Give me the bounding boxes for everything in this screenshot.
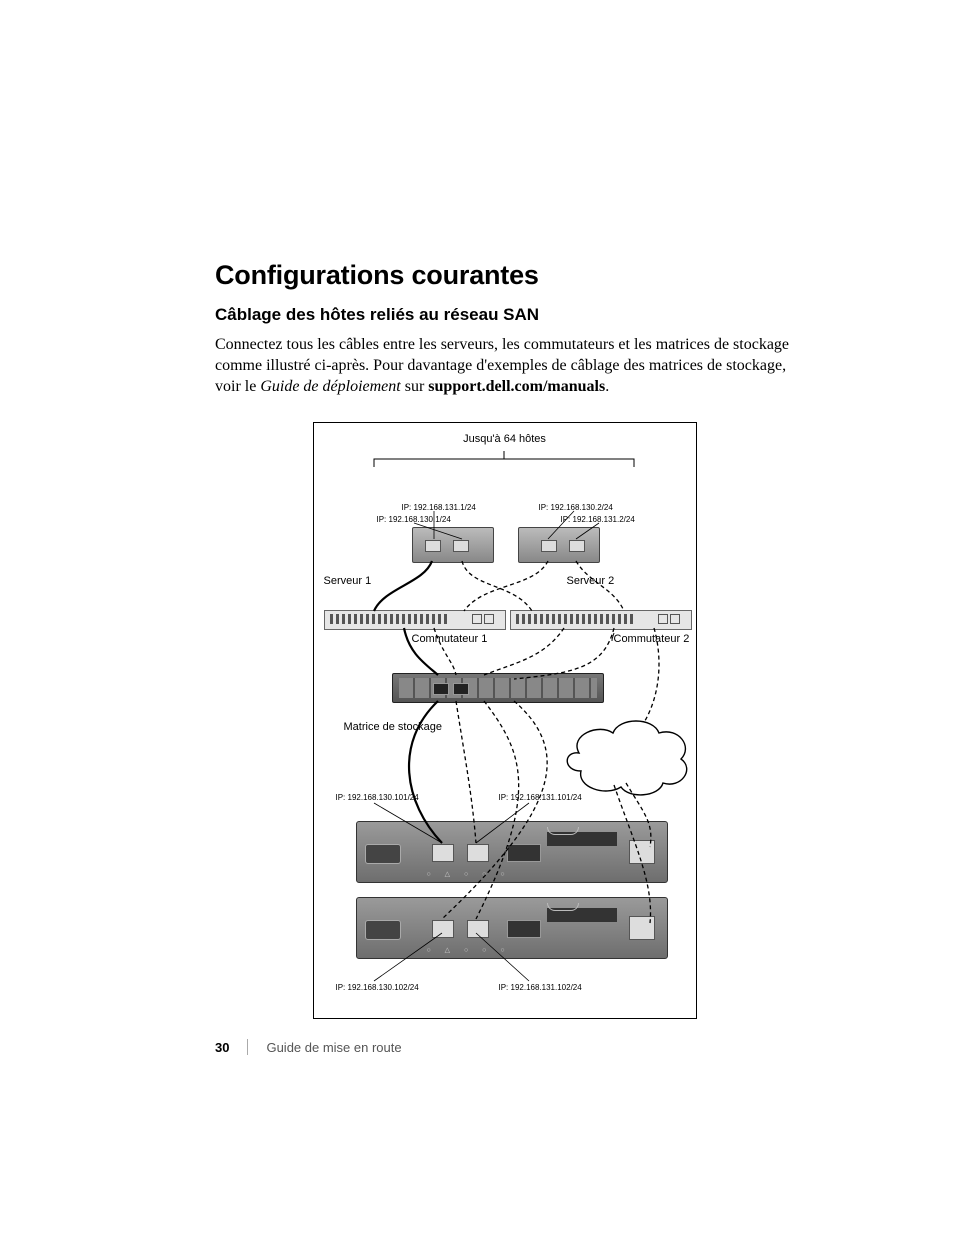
ctrl-bot-ip1: IP: 192.168.130.102/24	[336, 983, 419, 992]
storage-label: Matrice de stockage	[344, 721, 442, 733]
ctrl2-mgmt	[507, 920, 541, 938]
storage-shelf-device	[392, 673, 604, 703]
controller-2-device: ○ △ ○ ○ ○	[356, 897, 668, 959]
ctrl1-mgmt	[507, 844, 541, 862]
paragraph-bold: support.dell.com/manuals	[428, 378, 605, 395]
switch2-ports	[516, 614, 636, 624]
cloud-label-1: Réseau d'entreprise,	[576, 746, 686, 757]
ctrl2-leds: ○ △ ○ ○ ○	[427, 946, 511, 954]
switch2-aux2	[670, 614, 680, 624]
server2-ip1: IP: 192.168.130.2/24	[539, 503, 613, 512]
page-number: 30	[215, 1040, 229, 1055]
ctrl1-sfp-cage	[365, 844, 401, 864]
controller-1-device: ○ △ ○ ○ ○	[356, 821, 668, 883]
ctrl1-leds: ○ △ ○ ○ ○	[427, 870, 511, 878]
switch2-aux1	[658, 614, 668, 624]
paragraph-suffix: .	[605, 378, 609, 395]
paragraph-mid: sur	[401, 378, 429, 395]
server-2-device	[518, 527, 600, 563]
top-hosts-label: Jusqu'à 64 hôtes	[314, 433, 696, 445]
footer-divider	[247, 1039, 248, 1055]
ctrl2-eth	[629, 916, 655, 940]
server1-ip1: IP: 192.168.131.1/24	[402, 503, 476, 512]
ctrl-top-ip2: IP: 192.168.131.101/24	[499, 793, 582, 802]
wiring-diagram: Jusqu'à 64 hôtes IP: 192.168.131.1/24 IP…	[313, 422, 697, 1019]
switch1-aux2	[484, 614, 494, 624]
switch1-ports	[330, 614, 450, 624]
server-1-device	[412, 527, 494, 563]
paragraph-emphasis: Guide de déploiement	[260, 378, 400, 395]
server1-ip2: IP: 192.168.130.1/24	[377, 515, 451, 524]
section-heading: Configurations courantes	[215, 260, 794, 291]
body-paragraph: Connectez tous les câbles entre les serv…	[215, 335, 794, 397]
page-footer: 30 Guide de mise en route	[215, 1039, 402, 1055]
cloud-label-2: public ou privé	[576, 758, 686, 769]
switch1-label: Commutateur 1	[412, 633, 488, 645]
server2-label: Serveur 2	[567, 575, 615, 587]
switch2-label: Commutateur 2	[614, 633, 690, 645]
ctrl1-handle	[547, 827, 579, 835]
ctrl-bot-ip2: IP: 192.168.131.102/24	[499, 983, 582, 992]
ctrl2-sfp-cage	[365, 920, 401, 940]
switch1-aux1	[472, 614, 482, 624]
ctrl-top-ip1: IP: 192.168.130.101/24	[336, 793, 419, 802]
ctrl1-eth	[629, 840, 655, 864]
ctrl2-handle	[547, 903, 579, 911]
subsection-heading: Câblage des hôtes reliés au réseau SAN	[215, 305, 794, 325]
server1-label: Serveur 1	[324, 575, 372, 587]
server2-ip2: IP: 192.168.131.2/24	[561, 515, 635, 524]
footer-title: Guide de mise en route	[266, 1040, 401, 1055]
